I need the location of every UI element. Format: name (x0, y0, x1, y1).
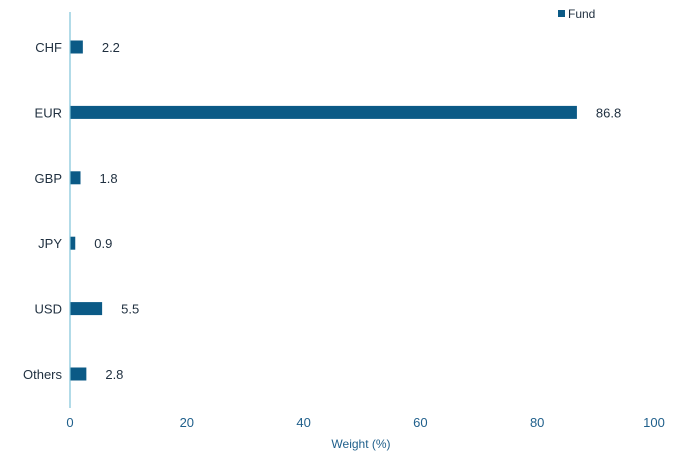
value-label-jpy: 0.9 (94, 236, 112, 251)
bar-usd (70, 302, 103, 316)
x-tick-label-60: 60 (413, 415, 427, 430)
category-labels-group: CHF EUR GBP JPY USD Others (23, 40, 63, 382)
value-label-eur: 86.8 (596, 105, 621, 120)
category-label-chf: CHF (35, 40, 62, 55)
category-label-jpy: JPY (38, 236, 62, 251)
value-label-usd: 5.5 (121, 302, 139, 317)
x-tick-label-0: 0 (66, 415, 73, 430)
category-label-others: Others (23, 367, 63, 382)
bar-chf (70, 40, 83, 54)
value-label-others: 2.8 (105, 367, 123, 382)
bar-gbp (70, 171, 81, 185)
x-axis-title: Weight (%) (331, 437, 390, 451)
bar-eur (70, 105, 577, 119)
value-labels-group: 2.2 86.8 1.8 0.9 5.5 2.8 (94, 40, 621, 382)
legend-label-fund: Fund (568, 7, 595, 21)
category-label-usd: USD (35, 302, 62, 317)
value-label-gbp: 1.8 (100, 171, 118, 186)
category-label-eur: EUR (35, 105, 62, 120)
bar-others (70, 367, 87, 381)
legend: Fund (558, 7, 595, 21)
legend-swatch-fund (558, 10, 565, 17)
category-label-gbp: GBP (35, 171, 62, 186)
bars-group (70, 40, 577, 381)
x-tick-label-20: 20 (180, 415, 194, 430)
x-tick-label-100: 100 (643, 415, 665, 430)
x-tick-label-80: 80 (530, 415, 544, 430)
value-label-chf: 2.2 (102, 40, 120, 55)
x-tick-label-40: 40 (296, 415, 310, 430)
bar-jpy (70, 236, 76, 250)
x-ticks-group: 0 20 40 60 80 100 (66, 415, 664, 430)
